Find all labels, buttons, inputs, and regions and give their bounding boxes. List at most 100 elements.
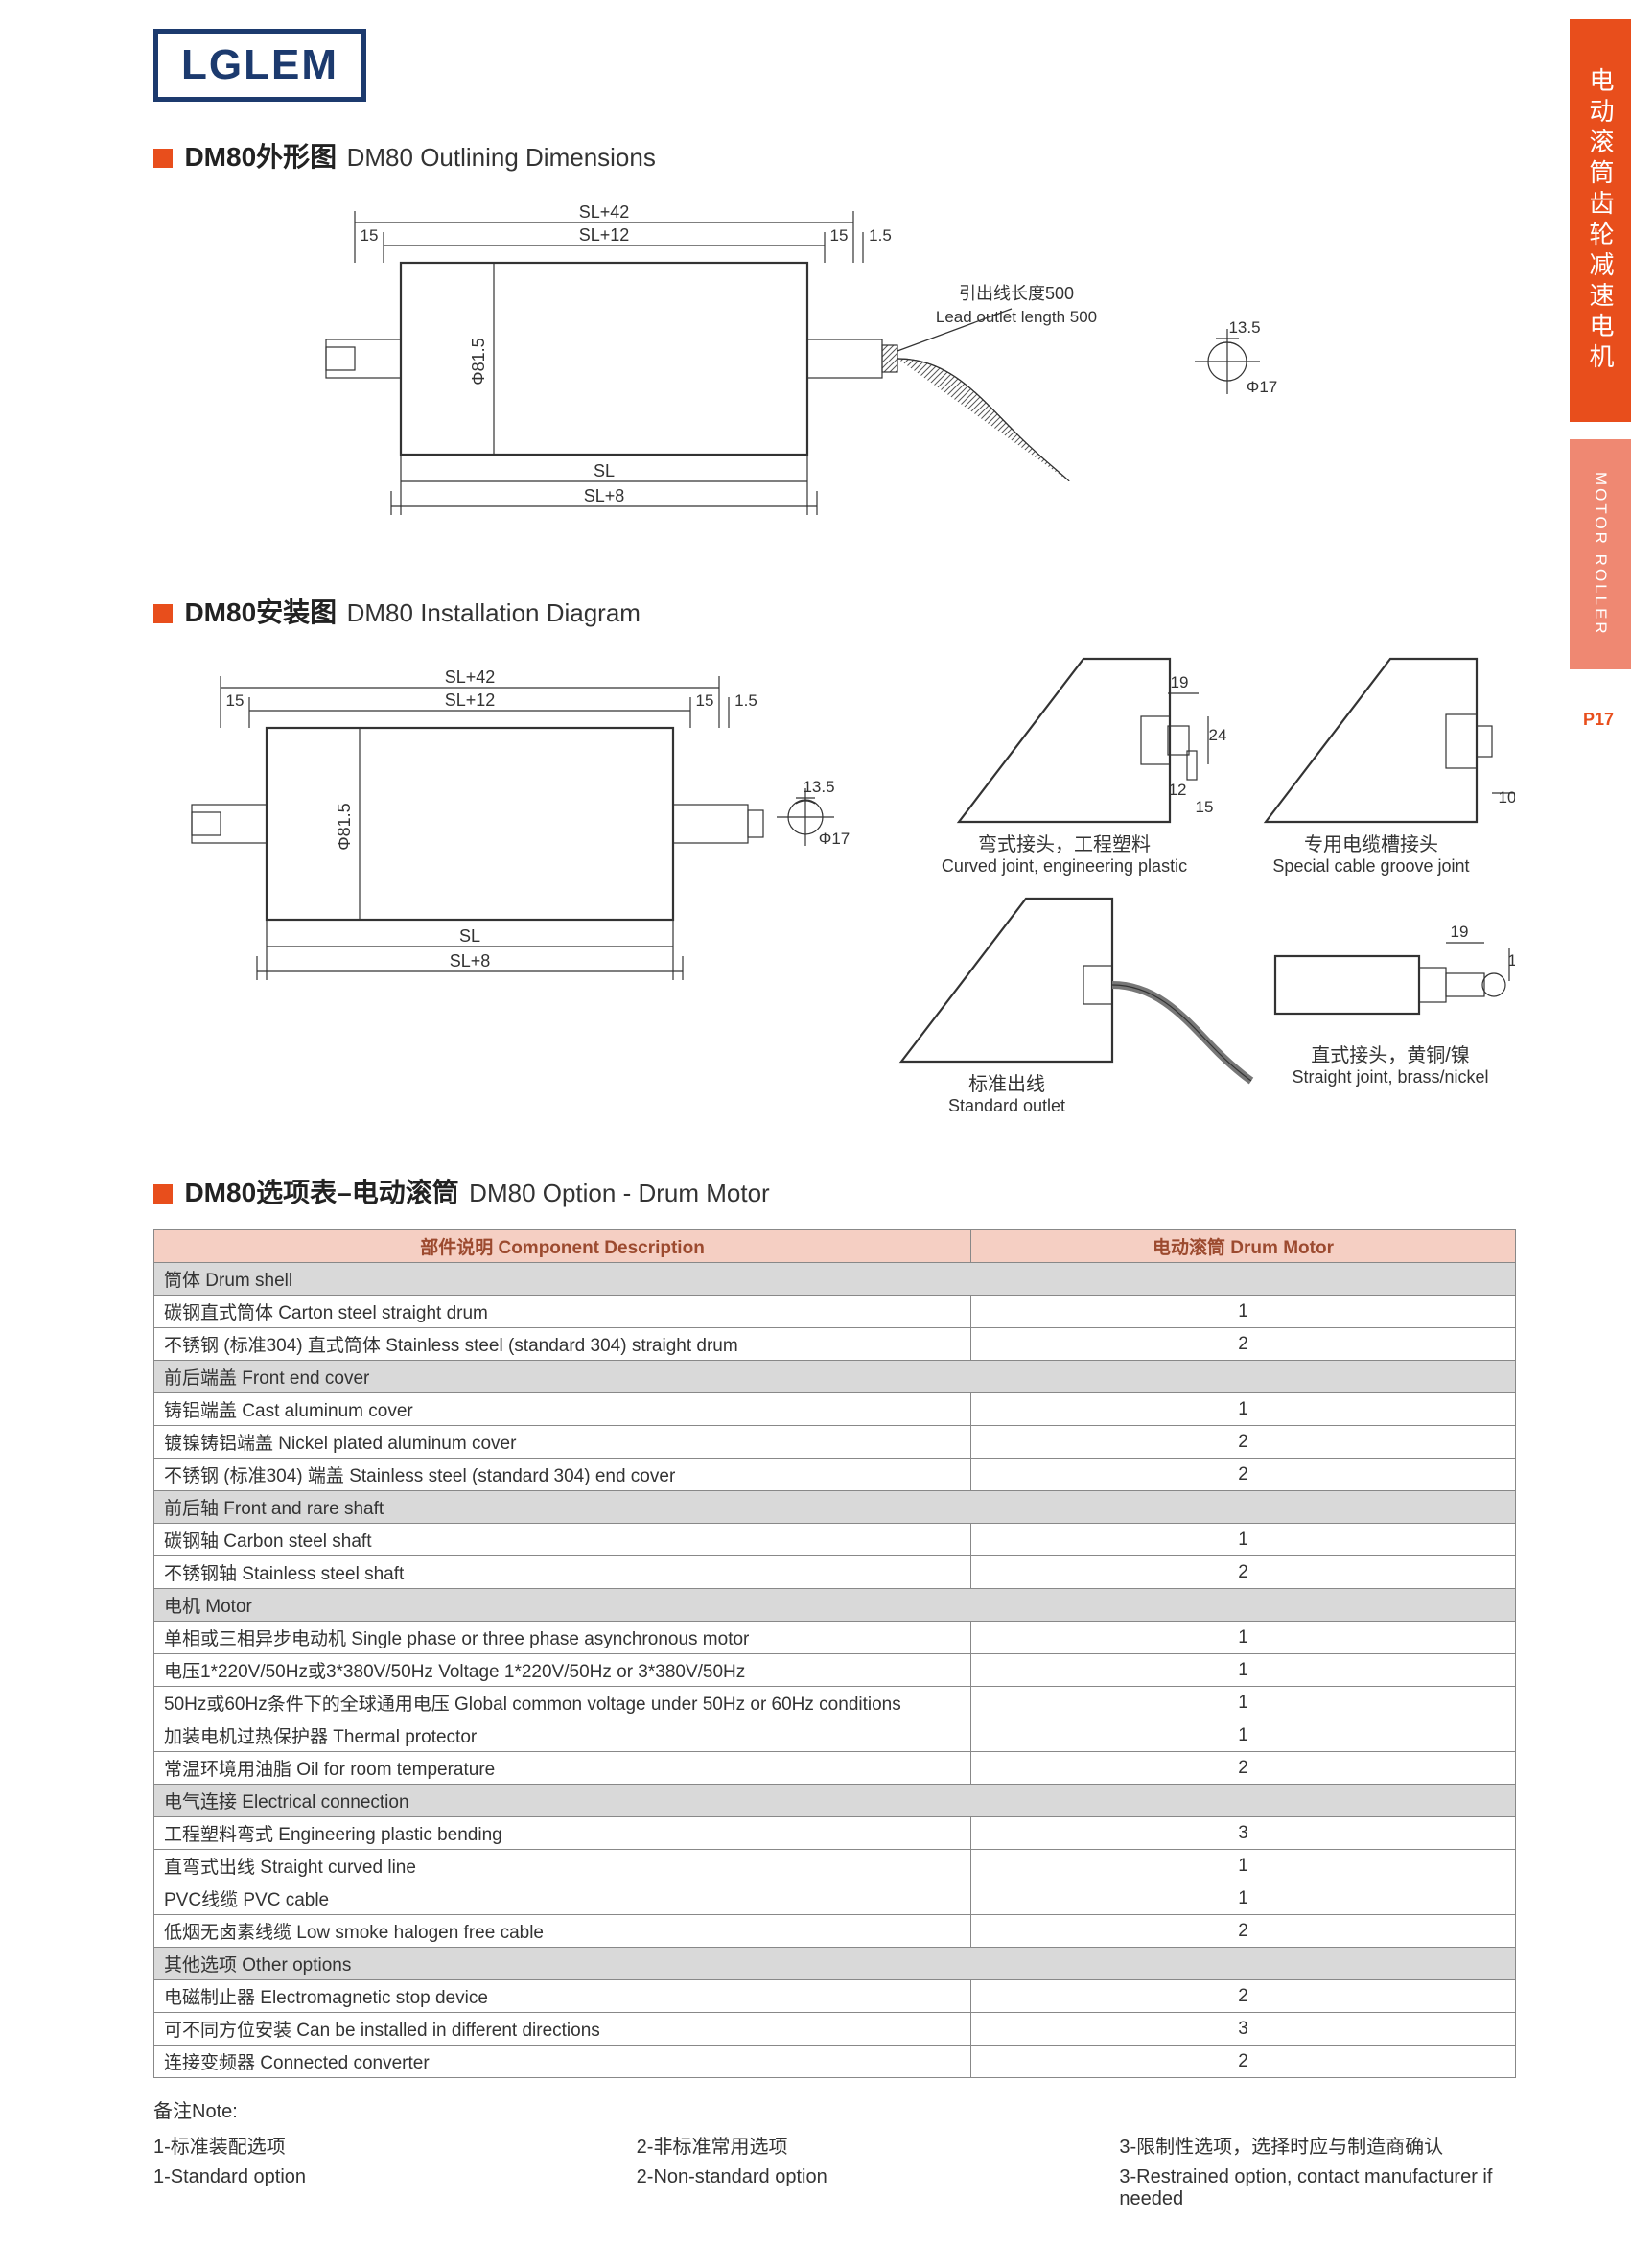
table-row-desc: 加装电机过热保护器 Thermal protector <box>154 1719 971 1752</box>
section1-title: DM80外形图 DM80 Outlining Dimensions <box>153 136 1516 175</box>
notes: 备注Note: 1-标准装配选项 2-非标准常用选项 3-限制性选项，选择时应与… <box>153 2095 1516 2210</box>
lead-zh: 引出线长度500 <box>959 284 1074 303</box>
note-2a: 1-Standard option <box>153 2166 550 2210</box>
note-1b: 2-非标准常用选项 <box>637 2131 1034 2159</box>
cap1-zh: 弯式接头，工程塑料 <box>978 833 1151 855</box>
dim-j1-12: 12 <box>1169 781 1187 799</box>
table-row-desc: 不锈钢轴 Stainless steel shaft <box>154 1556 971 1589</box>
table-row-desc: 工程塑料弯式 Engineering plastic bending <box>154 1817 971 1850</box>
table-row-val: 1 <box>971 1719 1516 1752</box>
table-section: 电机 Motor <box>154 1589 1516 1622</box>
dim-sl: SL <box>594 461 615 480</box>
bullet-icon <box>153 1184 173 1204</box>
section2-title-zh: DM80安装图 <box>184 597 337 627</box>
cap4-zh: 直式接头，黄铜/镍 <box>1311 1044 1470 1066</box>
table-row-desc: 电压1*220V/50Hz或3*380V/50Hz Voltage 1*220V… <box>154 1654 971 1687</box>
cap4-en: Straight joint, brass/nickel <box>1292 1067 1488 1087</box>
dim-13_5: 13.5 <box>1228 318 1260 337</box>
table-row-val: 1 <box>971 1393 1516 1426</box>
section1-title-zh: DM80外形图 <box>184 142 337 172</box>
table-row-val: 1 <box>971 1622 1516 1654</box>
diagram-outlining: SL+42 SL+12 15 15 1.5 引出线长度500 Lead o <box>153 194 1516 553</box>
diagram-installation: SL+42 SL+12 15 15 1.5 Φ81.5 SL <box>153 649 1516 1134</box>
dim-j1-15: 15 <box>1196 798 1214 816</box>
logo-text: LGLEM <box>181 41 338 88</box>
table-row-val: 1 <box>971 1654 1516 1687</box>
bullet-icon <box>153 604 173 623</box>
cap2-zh: 专用电缆槽接头 <box>1304 833 1438 855</box>
table-row-val: 2 <box>971 2046 1516 2078</box>
table-section: 前后端盖 Front end cover <box>154 1361 1516 1393</box>
table-row-val: 3 <box>971 1817 1516 1850</box>
dim2-phi815: Φ81.5 <box>335 803 354 850</box>
table-row-desc: 可不同方位安装 Can be installed in different di… <box>154 2013 971 2046</box>
table-row-val: 2 <box>971 1915 1516 1948</box>
dim2-sl12: SL+12 <box>445 690 496 710</box>
section3-title-zh: DM80选项表–电动滚筒 <box>184 1178 458 1207</box>
table-section: 前后轴 Front and rare shaft <box>154 1491 1516 1524</box>
section2-title-en: DM80 Installation Diagram <box>347 598 641 627</box>
dim2-1_5: 1.5 <box>734 691 757 710</box>
table-row-desc: 直弯式出线 Straight curved line <box>154 1850 971 1882</box>
table-row-val: 1 <box>971 1850 1516 1882</box>
table-row-val: 1 <box>971 1687 1516 1719</box>
dim-j1-19: 19 <box>1171 673 1189 691</box>
side-tabs: 电动滚筒齿轮减速电机 MOTOR ROLLER <box>1570 19 1631 669</box>
logo-box: LGLEM <box>153 29 366 102</box>
section3-title-en: DM80 Option - Drum Motor <box>469 1179 770 1207</box>
table-row-desc: 碳钢轴 Carbon steel shaft <box>154 1524 971 1556</box>
table-row-val: 2 <box>971 1556 1516 1589</box>
table-row-val: 2 <box>971 1426 1516 1459</box>
dim-1_5: 1.5 <box>869 226 892 245</box>
page-number: P17 <box>1583 710 1614 730</box>
table-row-val: 2 <box>971 1752 1516 1785</box>
note-1c: 3-限制性选项，选择时应与制造商确认 <box>1119 2131 1516 2159</box>
note-2c: 3-Restrained option, contact manufacture… <box>1119 2166 1516 2210</box>
note-2b: 2-Non-standard option <box>637 2166 1034 2210</box>
dim-phi17: Φ17 <box>1247 378 1277 396</box>
table-row-desc: PVC线缆 PVC cable <box>154 1882 971 1915</box>
side-tab-red: MOTOR ROLLER <box>1570 439 1631 669</box>
table-row-val: 2 <box>971 1328 1516 1361</box>
section3-title: DM80选项表–电动滚筒 DM80 Option - Drum Motor <box>153 1172 1516 1210</box>
dim2-sl8: SL+8 <box>450 951 491 970</box>
dim-phi815: Φ81.5 <box>469 338 488 385</box>
table-row-desc: 铸铝端盖 Cast aluminum cover <box>154 1393 971 1426</box>
dim-15a: 15 <box>361 226 379 245</box>
table-section: 筒体 Drum shell <box>154 1263 1516 1296</box>
dim2-phi17: Φ17 <box>819 830 850 848</box>
table-row-desc: 常温环境用油脂 Oil for room temperature <box>154 1752 971 1785</box>
table-section: 其他选项 Other options <box>154 1948 1516 1980</box>
table-row-desc: 单相或三相异步电动机 Single phase or three phase a… <box>154 1622 971 1654</box>
dim-sl8: SL+8 <box>584 486 625 505</box>
note-1a: 1-标准装配选项 <box>153 2131 550 2159</box>
side-tab-red-text: MOTOR ROLLER <box>1591 472 1610 637</box>
dim-j1-24: 24 <box>1209 726 1227 744</box>
dim-15b: 15 <box>830 226 849 245</box>
table-section: 电气连接 Electrical connection <box>154 1785 1516 1817</box>
table-header-val: 电动滚筒 Drum Motor <box>971 1230 1516 1263</box>
section1-title-en: DM80 Outlining Dimensions <box>347 143 656 172</box>
options-table: 部件说明 Component Description 电动滚筒 Drum Mot… <box>153 1229 1516 2078</box>
dim2-15b: 15 <box>696 691 714 710</box>
dim2-sl: SL <box>459 926 480 946</box>
table-row-val: 1 <box>971 1296 1516 1328</box>
bullet-icon <box>153 149 173 168</box>
cap3-zh: 标准出线 <box>968 1073 1045 1095</box>
table-row-desc: 碳钢直式筒体 Carton steel straight drum <box>154 1296 971 1328</box>
cap3-en: Standard outlet <box>948 1096 1065 1115</box>
side-tab-orange: 电动滚筒齿轮减速电机 <box>1570 19 1631 422</box>
table-header-desc: 部件说明 Component Description <box>154 1230 971 1263</box>
notes-title: 备注Note: <box>153 2095 1516 2123</box>
dim-sl12: SL+12 <box>579 225 630 245</box>
dim2-15a: 15 <box>226 691 245 710</box>
table-row-desc: 电磁制止器 Electromagnetic stop device <box>154 1980 971 2013</box>
dim-j4-19: 19 <box>1451 923 1469 941</box>
lead-en: Lead outlet length 500 <box>936 308 1097 326</box>
dim2-13_5: 13.5 <box>803 778 834 796</box>
dim-j2-10: 10 <box>1499 788 1515 807</box>
cap1-en: Curved joint, engineering plastic <box>942 856 1187 876</box>
table-row-desc: 不锈钢 (标准304) 端盖 Stainless steel (standard… <box>154 1459 971 1491</box>
table-row-val: 3 <box>971 2013 1516 2046</box>
table-row-val: 1 <box>971 1882 1516 1915</box>
